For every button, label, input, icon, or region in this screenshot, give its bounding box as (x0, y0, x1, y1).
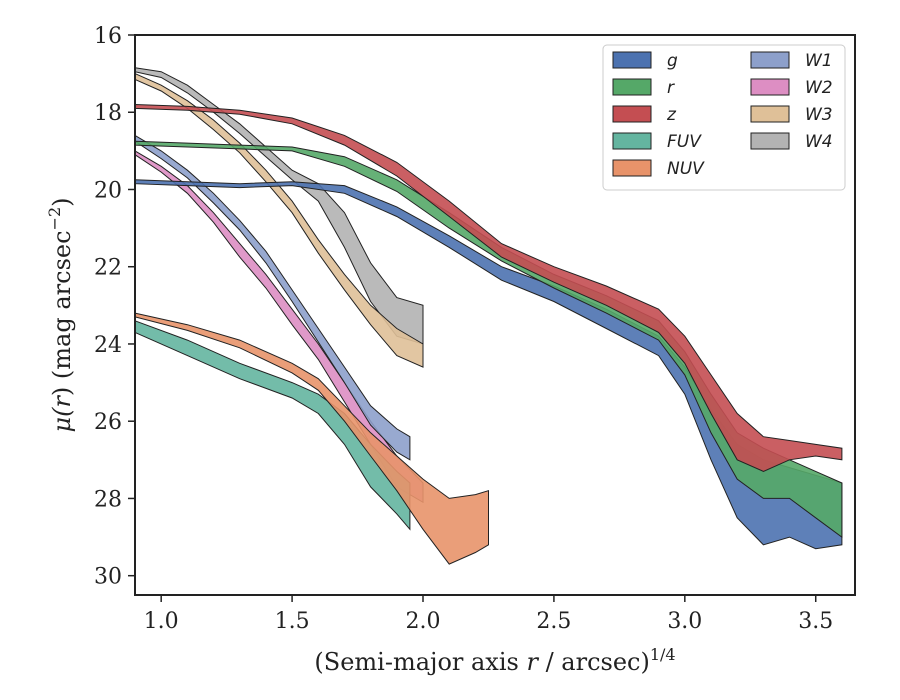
legend-label-W2: W2 (805, 78, 833, 98)
y-tick-label: 20 (94, 178, 122, 203)
y-tick-label: 16 (94, 24, 122, 49)
x-tick-label: 2.0 (406, 609, 441, 634)
x-tick-label: 3.0 (667, 609, 702, 634)
y-tick-label: 28 (94, 487, 122, 512)
y-axis-ticks: 16 18 20 22 24 26 28 30 (94, 24, 135, 590)
y-axis-title: μ(r) (mag arcsec−2) (45, 197, 76, 432)
profile-bands (134, 67, 843, 565)
legend-label-W3: W3 (805, 105, 833, 125)
legend-swatch-g (612, 51, 652, 69)
legend-swatch-W4 (750, 132, 790, 150)
legend-swatch-W1 (750, 51, 790, 69)
legend: grz FUV NUV W1 W2 W3 W4 (602, 44, 846, 191)
legend-swatch-W2 (750, 78, 790, 96)
y-tick-label: 30 (94, 565, 122, 590)
series-band-z (134, 103, 843, 472)
legend-swatch-FUV (612, 132, 652, 150)
legend-swatch-z (612, 105, 652, 123)
series-band-NUV (134, 312, 489, 565)
legend-label-W1: W1 (805, 51, 833, 71)
series-band-W1 (134, 134, 411, 461)
legend-swatch-NUV (612, 159, 652, 177)
plot-frame (134, 34, 856, 596)
x-tick-label: 3.5 (798, 609, 833, 634)
y-tick-label: 22 (94, 256, 122, 281)
legend-label-z: z (666, 105, 677, 125)
x-axis-title: (Semi-major axis r / arcsec)1/4 (314, 645, 675, 676)
series-band-g (134, 179, 843, 550)
legend-label-r: r (667, 78, 675, 98)
y-tick-label: 26 (94, 410, 122, 435)
series-band-r (134, 140, 843, 539)
y-tick-label: 24 (94, 333, 122, 358)
series-band-FUV (134, 320, 411, 531)
y-tick-label: 18 (94, 101, 122, 126)
x-axis-ticks: 1.0 1.5 2.0 2.5 3.0 3.5 (144, 595, 833, 634)
legend-swatch-W3 (750, 105, 790, 123)
x-tick-label: 1.0 (144, 609, 179, 634)
legend-label-FUV: FUV (667, 132, 702, 152)
legend-label-NUV: NUV (667, 159, 705, 179)
legend-swatch-r (612, 78, 652, 96)
legend-label-W4: W4 (805, 132, 833, 152)
x-tick-label: 1.5 (275, 609, 310, 634)
legend-label-g: g (667, 51, 678, 71)
x-tick-label: 2.5 (536, 609, 571, 634)
series-band-W3 (134, 72, 424, 368)
